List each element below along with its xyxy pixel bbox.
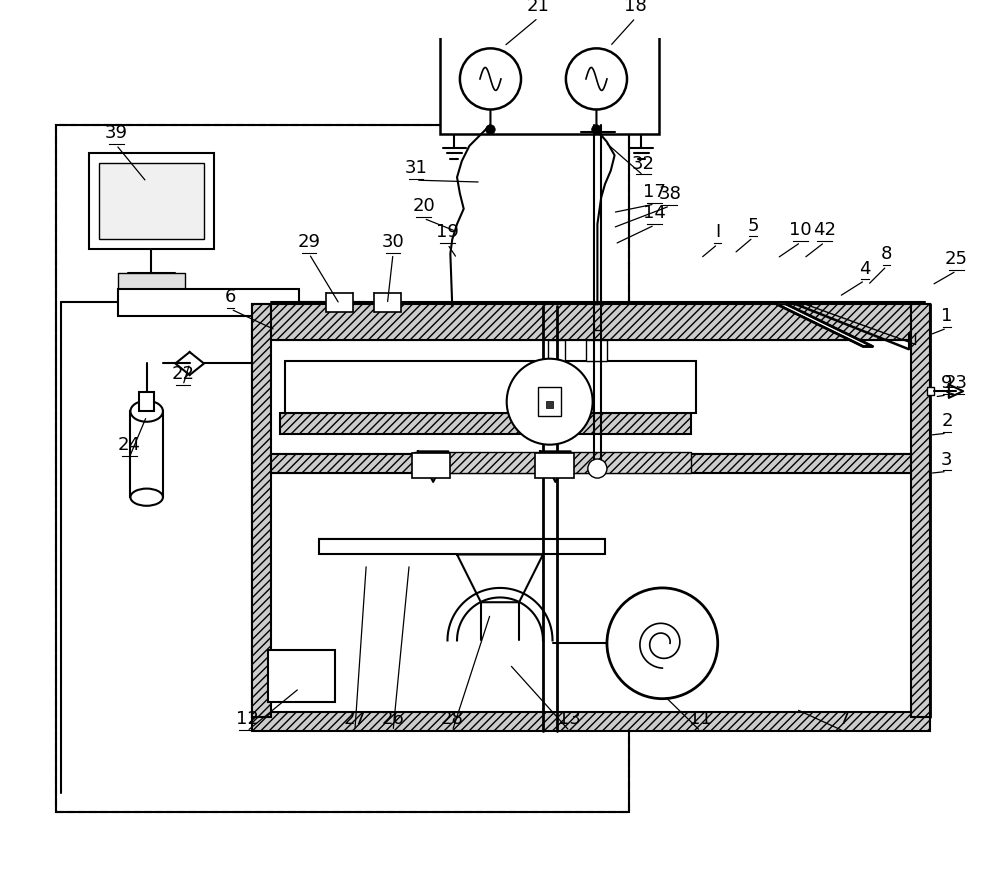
Bar (538, 388, 561, 416)
Text: 12: 12 (236, 710, 258, 728)
Bar (252, 454, 930, 473)
Text: 42: 42 (813, 221, 836, 240)
Bar (89, 153, 214, 249)
Circle shape (566, 49, 627, 110)
Text: 29: 29 (298, 233, 321, 251)
Bar (56, 125, 629, 813)
Text: 27: 27 (343, 710, 366, 728)
Text: 26: 26 (382, 710, 404, 728)
Text: 14: 14 (643, 204, 666, 222)
Bar (586, 340, 607, 361)
Bar (130, 411, 163, 497)
Text: 32: 32 (632, 154, 655, 172)
Bar (535, 453, 574, 478)
Polygon shape (777, 304, 872, 347)
Bar (374, 293, 401, 312)
Bar (548, 340, 565, 361)
Text: 18: 18 (624, 0, 647, 15)
Text: 5: 5 (747, 217, 759, 234)
Text: 22: 22 (171, 365, 194, 382)
Circle shape (607, 588, 718, 699)
Bar (414, 452, 691, 473)
Text: 38: 38 (659, 185, 681, 203)
Text: 1: 1 (941, 307, 953, 325)
Text: 3: 3 (941, 450, 953, 469)
Text: I: I (715, 223, 720, 241)
Text: 6: 6 (225, 288, 236, 307)
Bar (252, 712, 930, 731)
Text: 23: 23 (945, 375, 968, 392)
Bar (252, 304, 930, 340)
Text: 4: 4 (859, 260, 871, 278)
Bar (326, 293, 353, 312)
Polygon shape (457, 555, 543, 602)
Circle shape (507, 359, 593, 445)
Text: 20: 20 (412, 198, 435, 215)
Text: 21: 21 (527, 0, 550, 15)
Ellipse shape (130, 489, 163, 506)
Text: 2: 2 (941, 412, 953, 430)
Bar (56, 125, 629, 813)
Ellipse shape (130, 401, 163, 422)
Bar (319, 539, 605, 555)
Bar (252, 304, 271, 717)
Text: 39: 39 (105, 124, 128, 142)
Bar (546, 401, 553, 408)
Text: 11: 11 (689, 710, 712, 728)
Circle shape (588, 459, 607, 478)
Text: 19: 19 (436, 223, 459, 241)
Text: 10: 10 (789, 221, 812, 240)
Circle shape (460, 49, 521, 110)
Bar (440, 24, 659, 134)
Bar (285, 361, 696, 413)
Text: 24: 24 (118, 436, 141, 454)
Text: 8: 8 (881, 246, 892, 263)
Bar (118, 273, 185, 289)
Bar (139, 392, 154, 411)
Bar (268, 650, 335, 703)
Text: 17: 17 (643, 183, 666, 201)
Text: 30: 30 (382, 233, 404, 251)
Bar (252, 340, 930, 454)
Text: 9: 9 (941, 375, 953, 392)
Bar (911, 304, 930, 717)
Text: 13: 13 (558, 710, 581, 728)
Bar (118, 289, 299, 316)
Bar (280, 413, 691, 434)
Circle shape (592, 125, 601, 134)
Bar (927, 388, 934, 395)
Bar (252, 473, 930, 717)
Bar (99, 163, 204, 240)
Bar (412, 453, 450, 478)
Text: 25: 25 (945, 250, 968, 268)
Text: 31: 31 (405, 159, 427, 178)
Text: 28: 28 (441, 710, 464, 728)
Circle shape (486, 125, 495, 134)
Text: 7: 7 (838, 710, 850, 728)
